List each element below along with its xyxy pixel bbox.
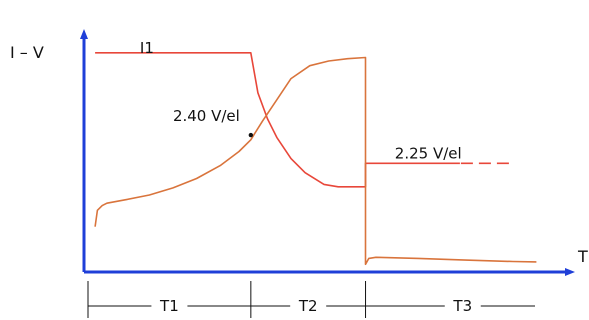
series-line-2 [94,56,537,266]
annotation-layer: I1 2.40 V/el 2.25 V/el [140,39,462,163]
phase-label-0: T1 [159,297,179,315]
annotation-label-2: 2.25 V/el [395,145,462,163]
series-line-0 [95,52,460,188]
annotation-label-0: I1 [140,39,154,57]
x-axis-label: T [577,247,588,266]
annotation-label-1: 2.40 V/el [173,107,240,125]
y-axis-label: I – V [10,43,44,62]
series-layer [94,52,537,266]
phase-label-1: T2 [298,297,318,315]
voltage-marker-point [248,132,254,138]
phase-timeline: T1 T2 T3 [87,281,535,318]
phase-label-2: T3 [452,297,472,315]
